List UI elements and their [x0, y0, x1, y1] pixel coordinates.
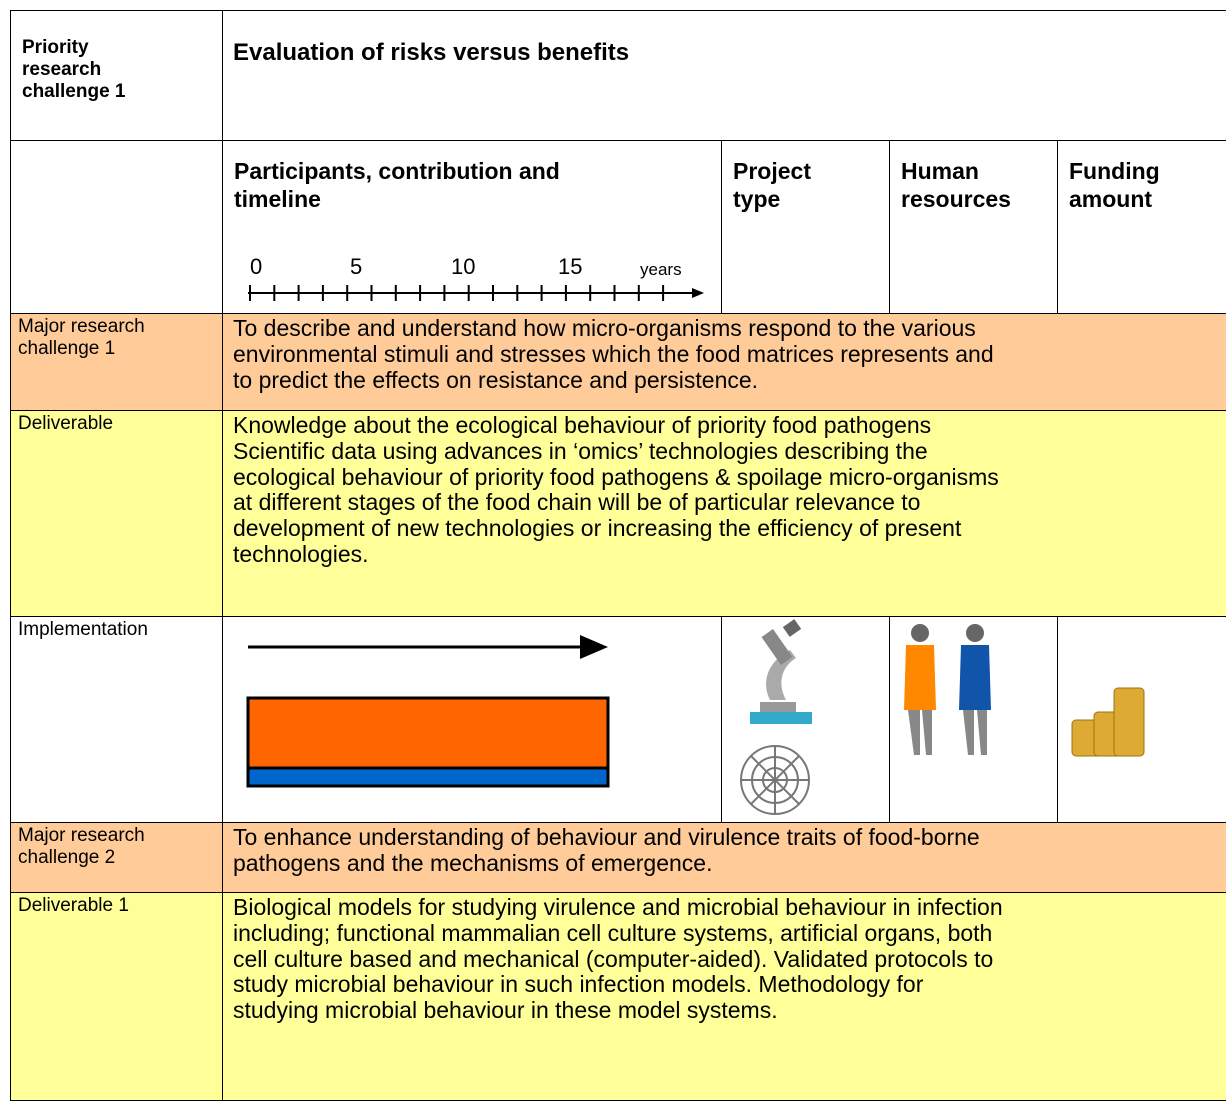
row-text: Biological models for studying virulence… — [222, 892, 1226, 1101]
col-human-resources: Human resources — [889, 140, 1058, 314]
text-line: challenge 1 — [18, 338, 116, 359]
text-line: environmental stimuli and stresses which… — [233, 340, 994, 367]
row-text: To describe and understand how micro-org… — [222, 313, 1226, 411]
text-line: Participants, contribution and — [234, 158, 560, 184]
text-line: to predict the effects on resistance and… — [233, 366, 759, 393]
text-line: timeline — [234, 186, 321, 212]
text-line: Major research — [18, 316, 145, 337]
text-line: To enhance understanding of behaviour an… — [233, 824, 980, 850]
row-label: Major research challenge 2 — [10, 822, 223, 893]
text-line: Implementation — [18, 619, 148, 640]
text-line: Funding — [1069, 158, 1160, 184]
text-line: studying microbial behaviour in these mo… — [233, 997, 778, 1024]
row-label: Deliverable — [10, 410, 223, 617]
text-line: Project — [733, 158, 811, 184]
row-text: Knowledge about the ecological behaviour… — [222, 410, 1226, 617]
text-line: research — [22, 59, 102, 80]
text-line: resources — [901, 186, 1011, 212]
text-line: pathogens and the mechanisms of emergenc… — [233, 849, 713, 876]
text-line: at different stages of the food chain wi… — [233, 489, 921, 516]
implementation-cell — [1057, 616, 1226, 823]
text-line: ecological behaviour of priority food pa… — [233, 463, 999, 490]
text-line: study microbial behaviour in such infect… — [233, 971, 924, 998]
text-line: Biological models for studying virulence… — [233, 894, 1003, 920]
text-line: Human — [901, 158, 979, 184]
col-participants: Participants, contribution and timeline — [222, 140, 722, 314]
text-line: Deliverable 1 — [18, 895, 129, 916]
text-line: Deliverable — [18, 413, 114, 434]
text-line: including; functional mammalian cell cul… — [233, 919, 993, 946]
row-text: To enhance understanding of behaviour an… — [222, 822, 1226, 893]
text-line: challenge 1 — [22, 81, 126, 102]
text-line: Priority — [22, 37, 89, 58]
text-line: cell culture based and mechanical (compu… — [233, 945, 994, 972]
row-label: Implementation — [10, 616, 223, 823]
col-project-type: Project type — [721, 140, 890, 314]
text-line: Scientific data using advances in ‘omics… — [233, 437, 928, 464]
text-line: type — [733, 186, 781, 212]
empty-cell — [10, 140, 223, 314]
header-label: Priority research challenge 1 — [10, 10, 223, 141]
text-line: challenge 2 — [18, 847, 116, 868]
text-line: Major research — [18, 825, 145, 846]
implementation-cell — [721, 616, 890, 823]
implementation-cell — [889, 616, 1058, 823]
header-title: Evaluation of risks versus benefits — [222, 10, 1226, 141]
text-line: To describe and understand how micro-org… — [233, 315, 976, 341]
text-line: technologies. — [233, 540, 369, 567]
row-label: Deliverable 1 — [10, 892, 223, 1101]
text-line: development of new technologies or incre… — [233, 515, 962, 542]
text-line: Knowledge about the ecological behaviour… — [233, 412, 932, 438]
implementation-cell — [222, 616, 722, 823]
row-label: Major research challenge 1 — [10, 313, 223, 411]
text-line: amount — [1069, 186, 1153, 212]
col-funding: Funding amount — [1057, 140, 1226, 314]
